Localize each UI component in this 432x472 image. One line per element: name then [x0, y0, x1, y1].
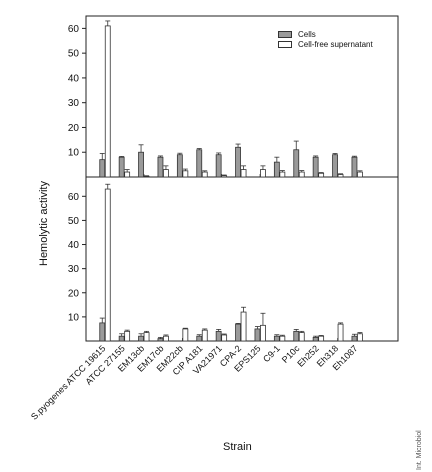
bar-supernatant-panel2 [240, 311, 247, 342]
bar-supernatant-panel2 [279, 335, 286, 342]
bar-supernatant-panel2 [104, 188, 111, 342]
bar-supernatant-panel1 [221, 175, 228, 178]
plot-frame [85, 15, 399, 342]
bar-supernatant-panel1 [143, 175, 150, 178]
bar-cells-panel2 [118, 335, 125, 342]
bar-cells-panel2 [196, 335, 203, 342]
bar-cells-panel1 [157, 156, 164, 178]
bar-cells-panel1 [196, 149, 203, 178]
y-tick-label-panel2: 60 [68, 192, 80, 203]
y-tick-label-panel1: 60 [68, 24, 80, 35]
bar-supernatant-panel1 [279, 171, 286, 178]
y-tick-label-panel2: 40 [68, 240, 80, 251]
journal-watermark: Int. Microbiol [416, 430, 423, 470]
bar-cells-panel1 [273, 161, 280, 178]
bar-cells-panel1 [118, 156, 125, 178]
x-tick-label: S.pyogenes ATCC 19615 [29, 343, 107, 421]
y-axis-label: Hemolytic activity [38, 181, 50, 266]
bar-supernatant-panel2 [163, 335, 169, 342]
y-tick-label-panel2: 50 [68, 216, 80, 227]
y-tick-label-panel2: 30 [68, 264, 80, 275]
bar-cells-panel1 [176, 154, 183, 178]
bar-cells-panel2 [254, 328, 261, 342]
bar-supernatant-panel2 [318, 335, 325, 342]
bar-cells-panel2 [215, 330, 222, 342]
bar-cells-panel2 [351, 335, 358, 342]
bar-supernatant-panel1 [163, 169, 169, 178]
bar-supernatant-panel2 [337, 323, 344, 342]
bar-supernatant-panel1 [318, 172, 325, 178]
bar-cells-panel1 [312, 156, 319, 178]
bar-supernatant-panel1 [124, 171, 131, 178]
bar-supernatant-panel1 [240, 169, 247, 178]
y-tick-label-panel1: 20 [68, 123, 80, 134]
bar-supernatant-panel1 [357, 171, 363, 178]
bar-supernatant-panel1 [182, 170, 189, 178]
bar-supernatant-panel1 [201, 171, 208, 178]
y-tick-label-panel1: 10 [68, 148, 80, 159]
bar-cells-panel2 [273, 335, 280, 342]
bar-cells-panel1 [332, 154, 338, 178]
legend-label-cells: Cells [298, 29, 316, 39]
x-tick-label: C9-1 [261, 343, 282, 364]
legend-item-supernatant: Cell-free supernatant [278, 39, 373, 49]
bar-supernatant-panel2 [143, 332, 150, 342]
y-tick-label-panel1: 30 [68, 98, 80, 109]
legend-item-cells: Cells [278, 29, 373, 39]
bar-supernatant-panel1 [104, 25, 111, 178]
bar-supernatant-panel1 [337, 174, 344, 178]
legend-label-supernatant: Cell-free supernatant [298, 39, 373, 49]
bar-supernatant-panel2 [298, 332, 305, 342]
bar-cells-panel1 [215, 154, 222, 178]
bar-cells-panel2 [157, 338, 164, 342]
bar-supernatant-panel2 [182, 328, 189, 342]
bar-cells-panel1 [235, 146, 241, 178]
y-tick-label-panel1: 40 [68, 73, 80, 84]
legend-swatch-supernatant [278, 40, 292, 48]
bar-cells-panel1 [293, 149, 300, 178]
legend: Cells Cell-free supernatant [278, 29, 373, 49]
bar-supernatant-panel1 [260, 169, 266, 178]
bar-cells-panel2 [99, 322, 106, 342]
bar-cells-panel2 [293, 330, 300, 342]
bar-cells-panel2 [312, 336, 319, 342]
bar-supernatant-panel2 [201, 329, 208, 342]
legend-swatch-cells [278, 30, 292, 38]
x-axis-label: Strain [223, 441, 252, 453]
bar-supernatant-panel2 [124, 330, 131, 342]
y-tick-label-panel1: 50 [68, 49, 80, 60]
bar-supernatant-panel2 [357, 333, 363, 342]
bar-cells-panel1 [138, 151, 144, 178]
bar-supernatant-panel2 [221, 334, 228, 342]
bar-cells-panel2 [138, 335, 144, 342]
bar-supernatant-panel2 [260, 324, 266, 342]
bar-supernatant-panel1 [298, 171, 305, 178]
bar-cells-panel1 [99, 159, 106, 178]
y-tick-label-panel2: 20 [68, 288, 80, 299]
bar-cells-panel2 [235, 323, 241, 342]
bar-cells-panel1 [351, 156, 358, 178]
y-tick-label-panel2: 10 [68, 312, 80, 323]
